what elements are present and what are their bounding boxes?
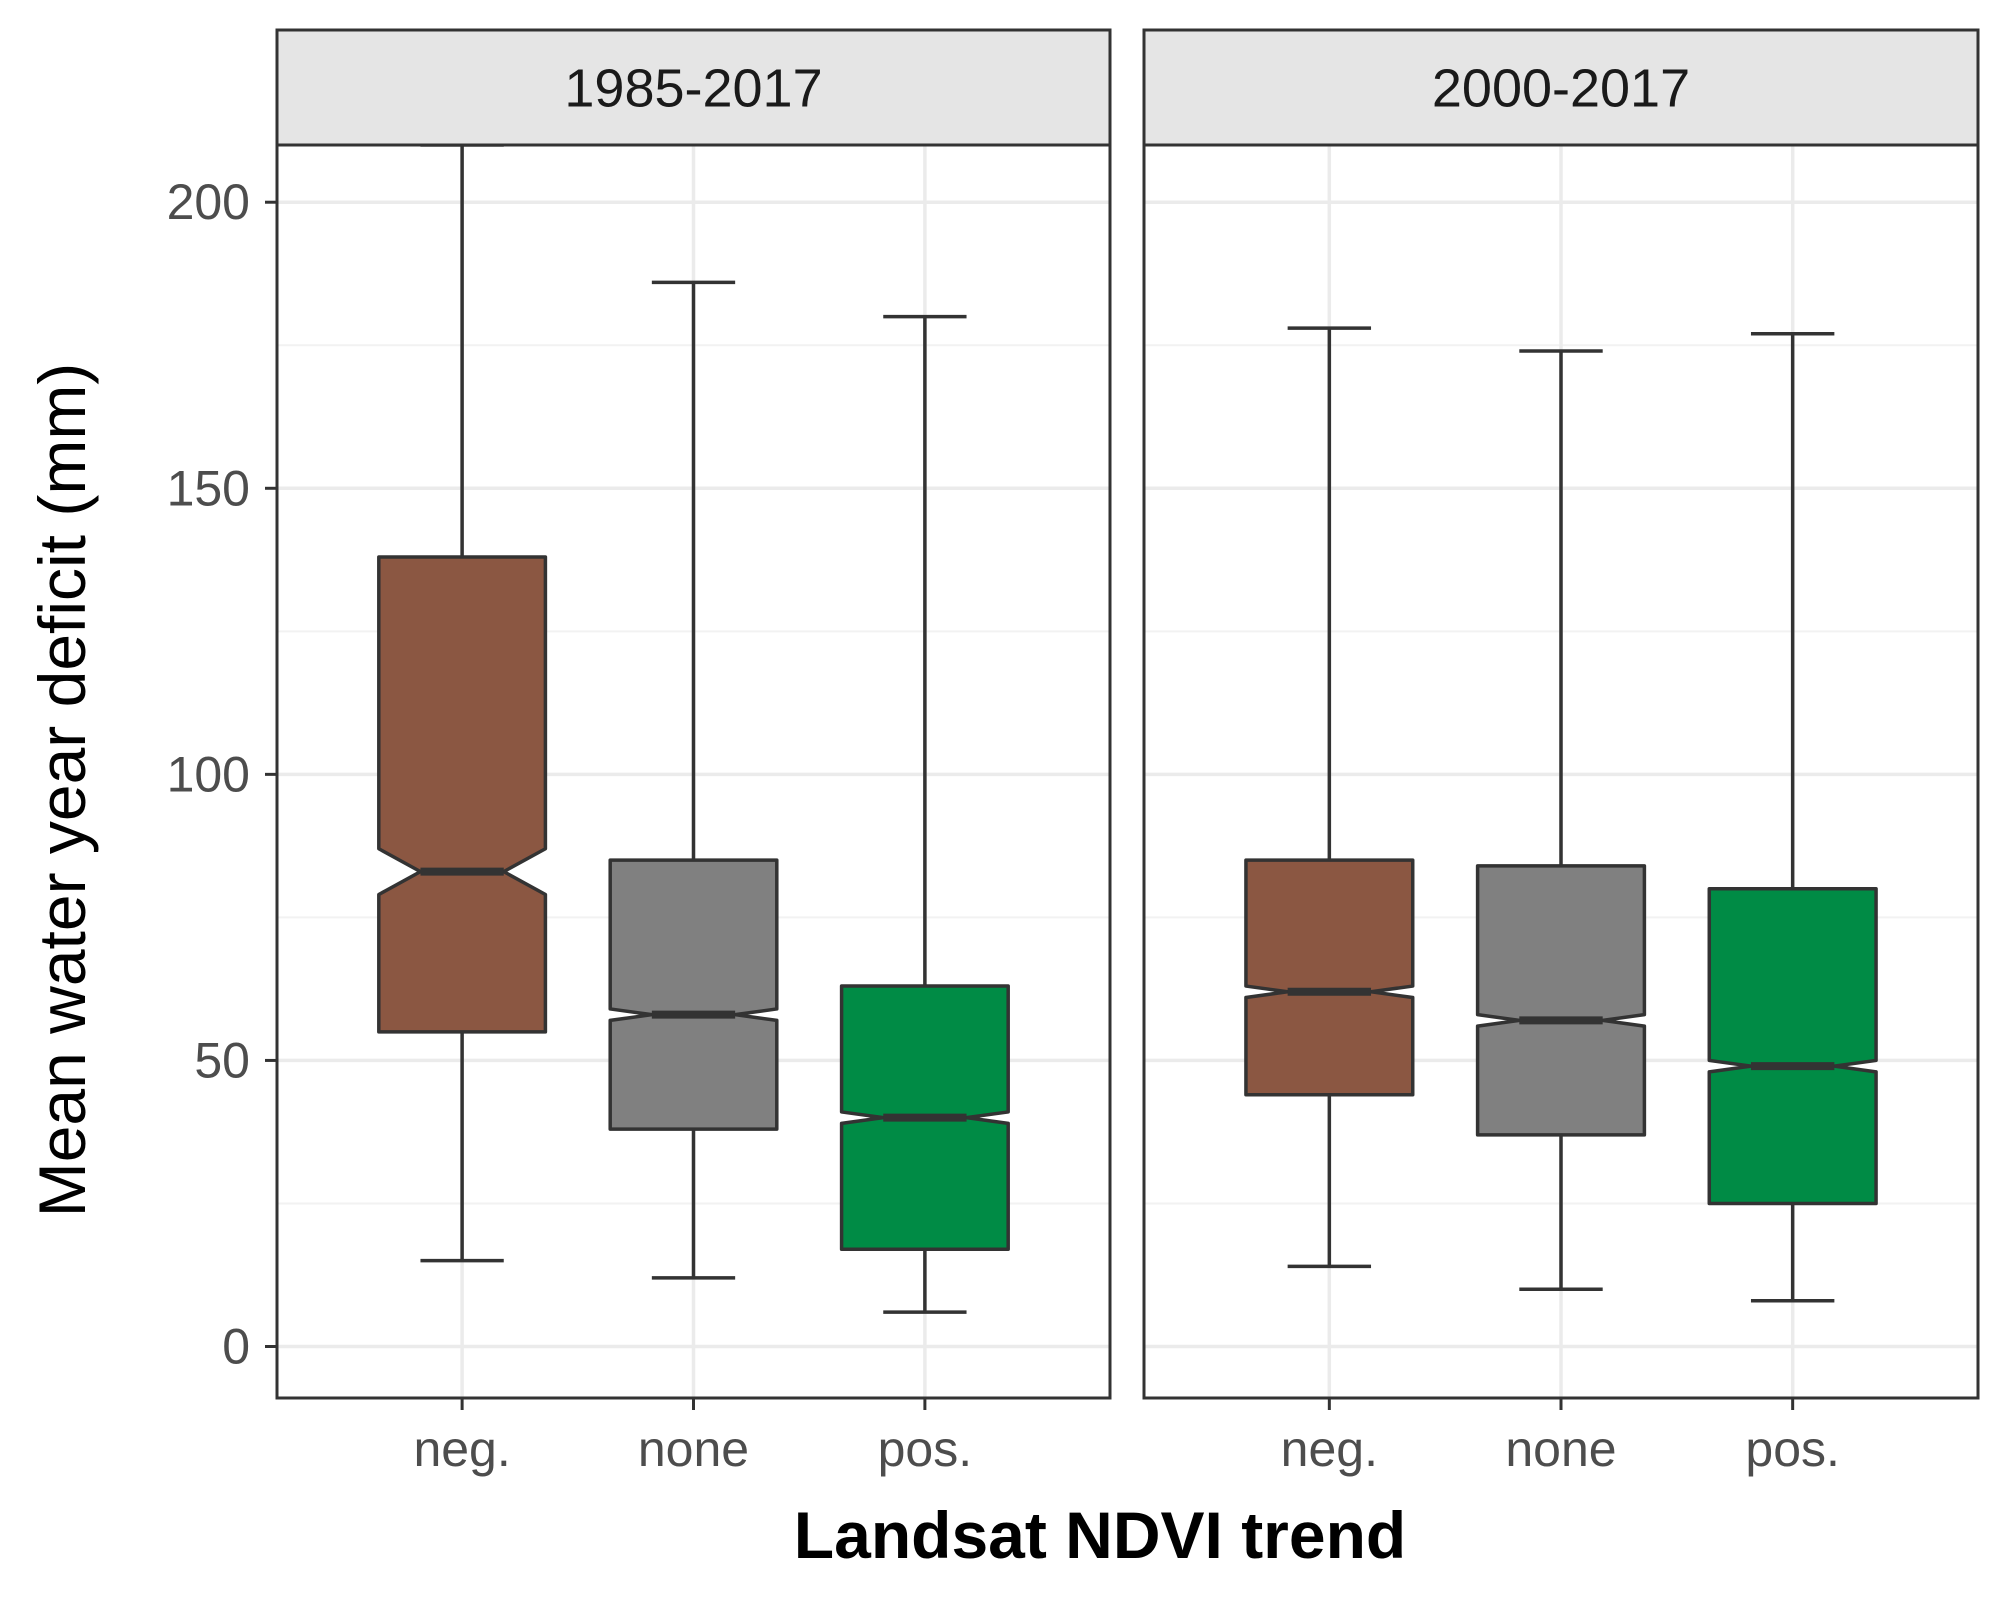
facet-strip bbox=[1142, 28, 1980, 147]
x-axis-tick-label: none bbox=[638, 1421, 749, 1477]
x-axis-tick-label: pos. bbox=[1745, 1421, 1840, 1477]
x-axis-tick-label: pos. bbox=[878, 1421, 973, 1477]
y-axis-tick-labels: 0 50 100 150 200 bbox=[167, 174, 277, 1375]
box-pos bbox=[1707, 332, 1878, 1303]
box-pos bbox=[839, 314, 1010, 1314]
x-axis-tick-label: neg. bbox=[413, 1421, 510, 1477]
box-body bbox=[1244, 858, 1415, 1097]
y-axis-tick-label: 50 bbox=[194, 1032, 250, 1088]
facet-panel: 2000-2017 neg. none pos. bbox=[1142, 28, 1980, 1477]
facet-strip-label: 1985-2017 bbox=[564, 59, 822, 119]
box-body bbox=[608, 858, 779, 1131]
facet-panel: 1985-2017 neg. none pos. bbox=[275, 28, 1112, 1477]
x-axis-tick-label: none bbox=[1505, 1421, 1616, 1477]
facet-strip bbox=[275, 28, 1112, 147]
x-axis-tick-label: neg. bbox=[1281, 1421, 1378, 1477]
box-none bbox=[1475, 349, 1647, 1292]
facet-strip-label: 2000-2017 bbox=[1432, 59, 1690, 119]
y-axis-tick-label: 150 bbox=[167, 460, 250, 516]
y-axis-tick-label: 0 bbox=[222, 1319, 250, 1375]
box-body bbox=[1707, 887, 1878, 1206]
y-axis-tick-label: 100 bbox=[167, 746, 250, 802]
y-axis-title: Mean water year deficit (mm) bbox=[25, 363, 99, 1218]
x-axis-title: Landsat NDVI trend bbox=[794, 1498, 1406, 1572]
facet-panels: 1985-2017 neg. none pos. 2000-2017 neg. none po… bbox=[275, 28, 1980, 1477]
box-body bbox=[377, 555, 548, 1034]
box-body bbox=[1475, 864, 1647, 1137]
box-neg bbox=[1244, 326, 1415, 1269]
box-none bbox=[608, 280, 779, 1280]
y-axis-tick-label: 200 bbox=[167, 174, 250, 230]
